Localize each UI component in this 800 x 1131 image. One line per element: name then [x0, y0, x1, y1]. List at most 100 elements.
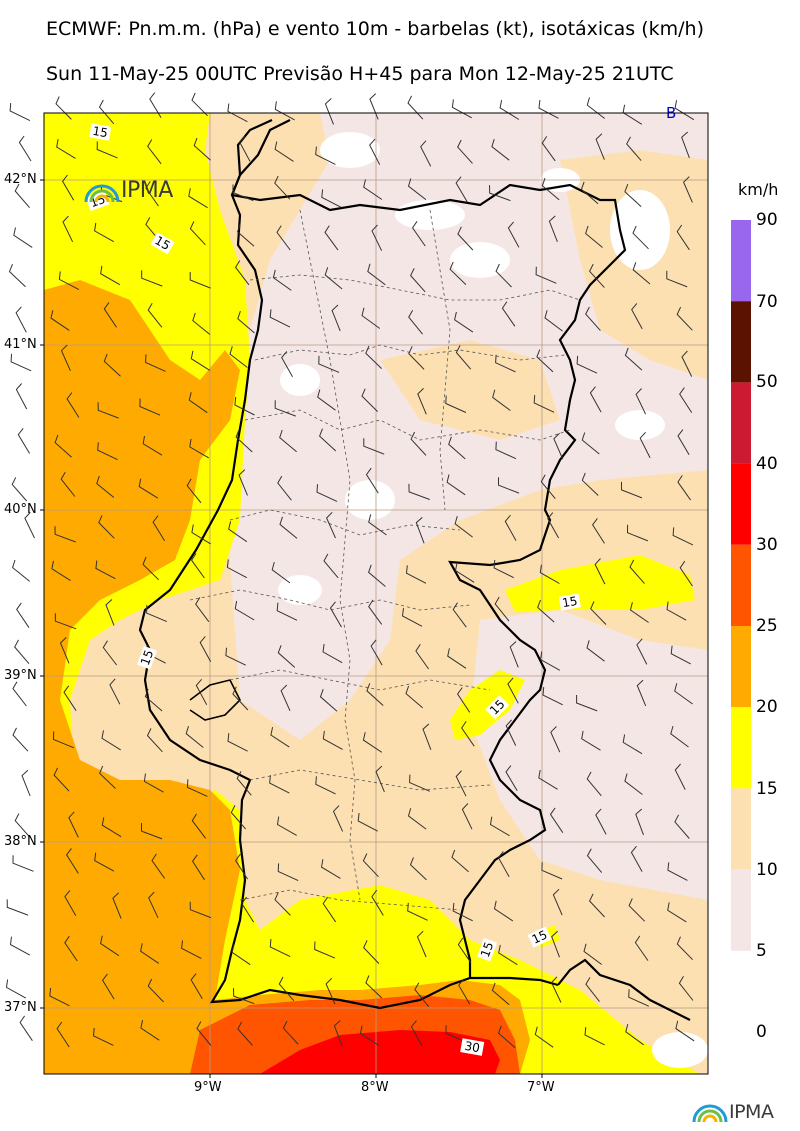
wind-barb [226, 559, 248, 579]
wind-barb [331, 304, 341, 332]
isotach-15-20-area [450, 670, 525, 740]
wind-barb [236, 224, 255, 247]
wind-barb [324, 98, 334, 125]
wind-barb [409, 268, 426, 293]
wind-barb [188, 188, 208, 209]
wind-barb [586, 97, 606, 119]
wind-barb [144, 688, 163, 712]
wind-barb [55, 96, 72, 120]
lat-label-42: 42°N [4, 172, 37, 187]
wind-barb [369, 138, 381, 165]
wind-barb [407, 95, 424, 120]
wind-barb [8, 264, 26, 288]
wind-barb [109, 678, 121, 705]
wind-barb [282, 1020, 299, 1045]
wind-barb [59, 637, 70, 664]
scale-label: 40 [756, 454, 778, 474]
wind-barb [401, 608, 423, 627]
wind-barb [191, 92, 208, 117]
coastline [138, 118, 559, 1010]
wind-barb [505, 765, 518, 792]
wind-barb [12, 559, 31, 582]
wind-barb [100, 265, 121, 286]
scale-unit: km/h [738, 180, 779, 199]
wind-barb [677, 475, 692, 501]
wind-barb [451, 849, 469, 873]
wind-barb [190, 350, 211, 371]
wind-barb [278, 976, 295, 1002]
wind-barb [231, 944, 251, 966]
graticule [44, 113, 708, 1074]
wind-barb [276, 602, 298, 621]
wind-barb [628, 898, 646, 922]
map-title: ECMWF: Pn.m.m. (hPa) e vento 10m - barbe… [46, 18, 704, 40]
wind-barb [677, 429, 690, 456]
wind-barb [227, 103, 248, 123]
wind-barb [17, 427, 31, 454]
lat-label-39: 39°N [4, 668, 37, 683]
wind-barb [189, 221, 206, 246]
wind-barb [315, 146, 336, 165]
wind-barb [24, 512, 35, 539]
wind-barb [588, 263, 605, 288]
wind-barb [64, 935, 78, 962]
wind-barb [195, 597, 210, 623]
wind-barb [676, 936, 693, 961]
wind-barb [147, 139, 162, 165]
wind-barb [234, 600, 255, 621]
wind-barb [410, 1020, 423, 1047]
wind-barb [232, 686, 249, 711]
wind-barb [322, 896, 337, 923]
wind-barb [581, 730, 601, 751]
wind-barb [541, 862, 563, 880]
isotach-color-scale [731, 220, 751, 951]
wind-barb [66, 392, 80, 418]
wind-barb [227, 733, 248, 752]
isotach-label: 30 [463, 1039, 480, 1055]
wind-barb [362, 853, 379, 878]
wind-barb [507, 677, 519, 704]
wind-barb [507, 221, 520, 248]
wind-barb [495, 441, 517, 460]
lat-label-41: 41°N [4, 337, 37, 352]
wind-barb [495, 354, 516, 373]
wind-barb [363, 438, 385, 455]
wind-barb [281, 351, 293, 378]
wind-barb [152, 515, 166, 542]
wind-barb [534, 1026, 554, 1048]
wind-barb [138, 478, 159, 499]
wind-barb [99, 765, 116, 789]
ipma-logo-icon [84, 184, 120, 203]
wind-barb [64, 890, 77, 916]
wind-barb [489, 816, 510, 837]
wind-barb [15, 306, 27, 333]
wind-barb [14, 639, 30, 665]
wind-barb [408, 309, 423, 335]
isotach-label: 15 [530, 928, 550, 947]
wind-barb [361, 388, 378, 412]
lon-label-8w: 8°W [361, 1080, 389, 1095]
wind-barb [494, 596, 510, 622]
wind-barb [189, 901, 211, 919]
wind-barb [589, 386, 602, 413]
wind-barb [112, 892, 122, 919]
axis-ticks [40, 179, 543, 1078]
wind-barb [497, 851, 510, 878]
wind-barb [674, 763, 686, 790]
scale-label: 10 [756, 860, 778, 880]
wind-barb [102, 640, 117, 666]
wind-barb [624, 347, 643, 371]
wind-barb [451, 99, 472, 119]
wind-barb [679, 387, 693, 413]
wind-barb [595, 808, 607, 835]
wind-barb [585, 306, 601, 331]
wind-barb [675, 1020, 695, 1042]
wind-barb [191, 813, 206, 839]
wind-barb [232, 184, 254, 202]
lon-label-9w: 9°W [194, 1080, 222, 1095]
wind-barb [228, 521, 248, 543]
wind-barb [63, 685, 77, 711]
wind-barb [189, 438, 210, 459]
wind-barb [499, 100, 520, 120]
